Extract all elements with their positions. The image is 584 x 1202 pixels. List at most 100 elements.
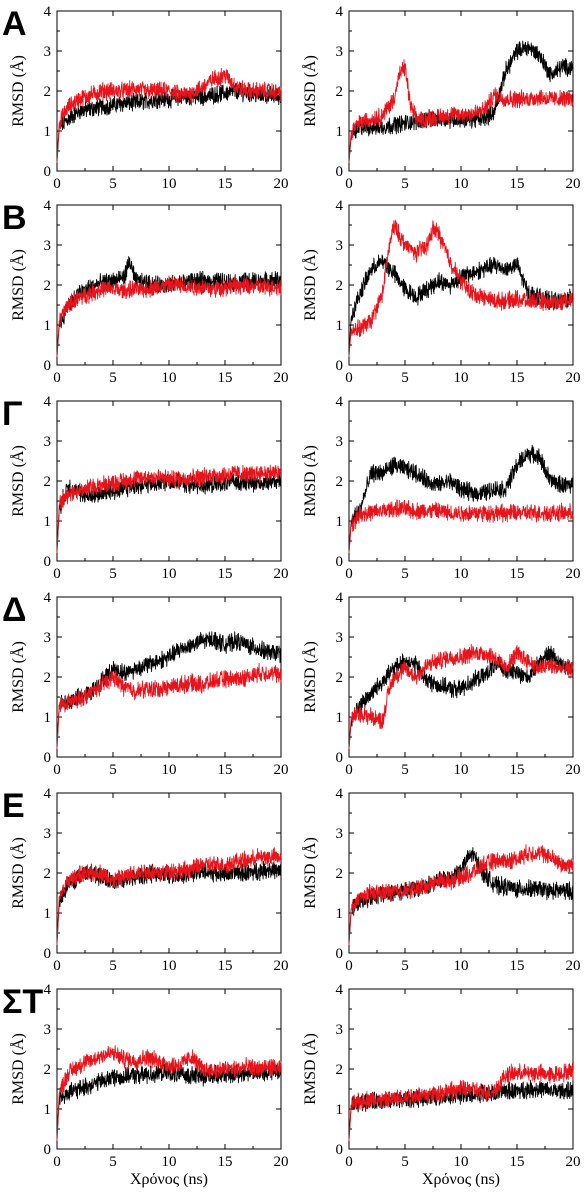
y-tick-label: 0	[336, 164, 344, 180]
plot-frame	[348, 10, 574, 172]
x-tick-label: 0	[345, 762, 353, 778]
chart-panel-Ε-left: Ε 0 1 2 3 4 0 5 10 15 20 RMSD (Å)	[2, 786, 289, 974]
chart-panel-Β-left: Β 0 1 2 3 4 0 5 10 15 20 RMSD (Å)	[2, 198, 289, 386]
y-tick-label: 0	[44, 358, 52, 374]
x-tick-label: 10	[454, 1154, 469, 1170]
y-tick-label: 4	[336, 4, 344, 20]
x-tick-label: 15	[218, 176, 233, 192]
y-tick-label: 2	[44, 1062, 52, 1078]
x-tick-label: 0	[345, 176, 353, 192]
y-tick-label: 2	[44, 866, 52, 882]
y-tick-label: 3	[44, 826, 52, 842]
series-line-2	[348, 643, 574, 750]
series-line-1	[348, 40, 574, 164]
x-tick-label: 5	[401, 370, 409, 386]
y-tick-label: 4	[44, 394, 52, 410]
x-tick-label: 20	[566, 1154, 581, 1170]
x-tick-label: 20	[566, 762, 581, 778]
series-line-1	[348, 444, 574, 554]
x-tick-label: 10	[162, 958, 177, 974]
x-tick-label: 5	[109, 1154, 117, 1170]
x-tick-label: 15	[218, 566, 233, 582]
x-tick-label: 15	[510, 958, 525, 974]
x-tick-label: 10	[162, 566, 177, 582]
chart-panel-Γ-right: 0 1 2 3 4 0 5 10 15 20 RMSD (Å)	[301, 394, 581, 582]
series-line-2	[56, 67, 282, 164]
y-tick-label: 1	[44, 514, 52, 530]
series-line-2	[56, 1045, 282, 1142]
x-tick-label: 0	[345, 566, 353, 582]
plot-frame	[348, 400, 574, 562]
y-tick-label: 4	[336, 394, 344, 410]
x-tick-label: 15	[218, 370, 233, 386]
y-axis-label: RMSD (Å)	[9, 641, 27, 713]
x-tick-label: 0	[53, 176, 61, 192]
y-axis-label: RMSD (Å)	[9, 249, 27, 321]
y-tick-label: 0	[44, 1142, 52, 1158]
chart-panel-Β-right: 0 1 2 3 4 0 5 10 15 20 RMSD (Å)	[301, 198, 581, 386]
y-tick-label: 1	[336, 906, 344, 922]
x-tick-label: 5	[109, 370, 117, 386]
y-tick-label: 4	[336, 590, 344, 606]
y-tick-label: 1	[336, 124, 344, 140]
y-tick-label: 2	[336, 670, 344, 686]
chart-panel-Ε-right: 0 1 2 3 4 0 5 10 15 20 RMSD (Å)	[301, 786, 581, 974]
series-line-1	[56, 256, 282, 358]
y-tick-label: 2	[336, 866, 344, 882]
y-tick-label: 1	[44, 710, 52, 726]
row-label: Α	[2, 5, 27, 43]
chart-panel-Α-left: Α 0 1 2 3 4 0 5 10 15 20 RMSD (Å)	[2, 4, 289, 192]
x-tick-label: 5	[109, 176, 117, 192]
y-tick-label: 2	[44, 670, 52, 686]
x-tick-label: 20	[274, 566, 289, 582]
x-axis-label: Χρόνος (ns)	[130, 1171, 208, 1188]
y-tick-label: 1	[336, 318, 344, 334]
y-tick-label: 4	[336, 198, 344, 214]
y-tick-label: 3	[336, 630, 344, 646]
series-line-1	[348, 847, 574, 946]
series-line-2	[56, 662, 282, 750]
x-tick-label: 0	[345, 1154, 353, 1170]
x-tick-label: 10	[162, 370, 177, 386]
x-tick-label: 10	[162, 762, 177, 778]
series-line-2	[56, 275, 282, 358]
x-tick-label: 10	[162, 1154, 177, 1170]
y-axis-label: RMSD (Å)	[301, 1033, 319, 1105]
y-tick-label: 2	[336, 84, 344, 100]
y-tick-label: 4	[336, 982, 344, 998]
row-label: Γ	[2, 395, 22, 433]
y-tick-label: 1	[44, 124, 52, 140]
y-axis-label: RMSD (Å)	[9, 1033, 27, 1105]
x-tick-label: 5	[401, 176, 409, 192]
x-tick-label: 20	[274, 958, 289, 974]
y-tick-label: 4	[44, 198, 52, 214]
x-tick-label: 15	[218, 958, 233, 974]
y-tick-label: 0	[44, 164, 52, 180]
y-tick-label: 4	[44, 4, 52, 20]
x-tick-label: 0	[345, 370, 353, 386]
y-tick-label: 1	[336, 514, 344, 530]
x-tick-label: 10	[454, 566, 469, 582]
y-tick-label: 0	[336, 554, 344, 570]
chart-panel-Δ-right: 0 1 2 3 4 0 5 10 15 20 RMSD (Å)	[301, 590, 581, 778]
y-tick-label: 0	[336, 946, 344, 962]
x-tick-label: 15	[510, 762, 525, 778]
x-tick-label: 5	[109, 762, 117, 778]
chart-panel-ΣΤ-right: 0 1 2 3 4 0 5 10 15 20 RMSD (Å) Χρόνος (ns)	[301, 982, 581, 1188]
y-tick-label: 3	[336, 826, 344, 842]
y-axis-label: RMSD (Å)	[301, 837, 319, 909]
y-tick-label: 2	[336, 474, 344, 490]
series-line-1	[348, 645, 574, 750]
y-tick-label: 2	[336, 1062, 344, 1078]
x-tick-label: 5	[401, 1154, 409, 1170]
x-tick-label: 15	[218, 1154, 233, 1170]
y-tick-label: 4	[44, 786, 52, 802]
y-tick-label: 0	[44, 554, 52, 570]
chart-panel-Γ-left: Γ 0 1 2 3 4 0 5 10 15 20 RMSD (Å)	[2, 394, 289, 582]
series-line-1	[348, 254, 574, 358]
row-label: Β	[2, 199, 27, 237]
y-axis-label: RMSD (Å)	[301, 249, 319, 321]
x-tick-label: 15	[510, 370, 525, 386]
y-tick-label: 1	[44, 318, 52, 334]
